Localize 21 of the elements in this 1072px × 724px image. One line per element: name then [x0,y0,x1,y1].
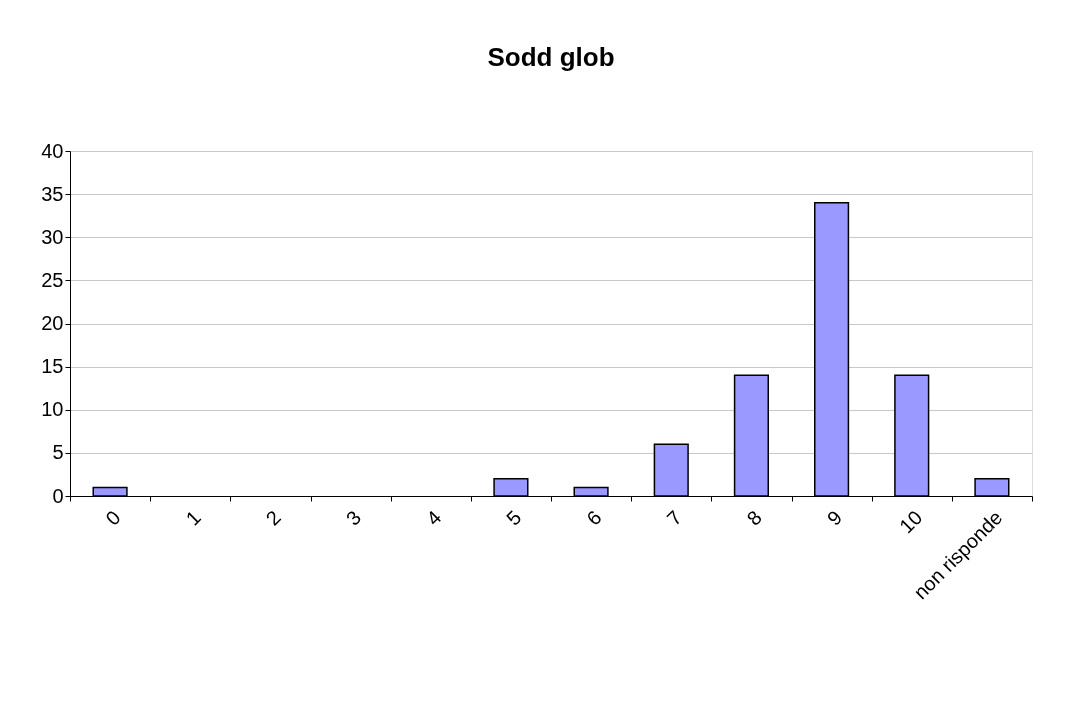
y-tick-label: 15 [41,355,64,378]
x-tick-label: 3 [341,506,366,530]
chart-title: Sodd glob [487,42,615,72]
x-tick-label: 0 [101,506,125,530]
x-tick-label: 8 [742,506,767,530]
x-tick-label: 6 [582,506,606,530]
y-tick-label: 40 [41,139,64,162]
x-tick-label: 7 [662,506,686,530]
y-tick-label: 0 [52,484,64,507]
x-tick-label: 5 [502,506,526,530]
y-tick-label: 20 [41,312,64,334]
y-tick-label: 30 [41,225,64,248]
y-tick-label: 35 [41,182,64,205]
x-tick-label: 10 [895,506,927,538]
y-tick-label: 25 [41,268,64,291]
y-tick-label: 10 [41,398,64,421]
x-tick-label: 4 [421,506,446,530]
y-tick-label: 5 [52,441,64,464]
x-tick-label: 1 [181,506,205,530]
x-tick-label: 2 [261,506,286,530]
x-tick-label: 9 [822,506,847,530]
